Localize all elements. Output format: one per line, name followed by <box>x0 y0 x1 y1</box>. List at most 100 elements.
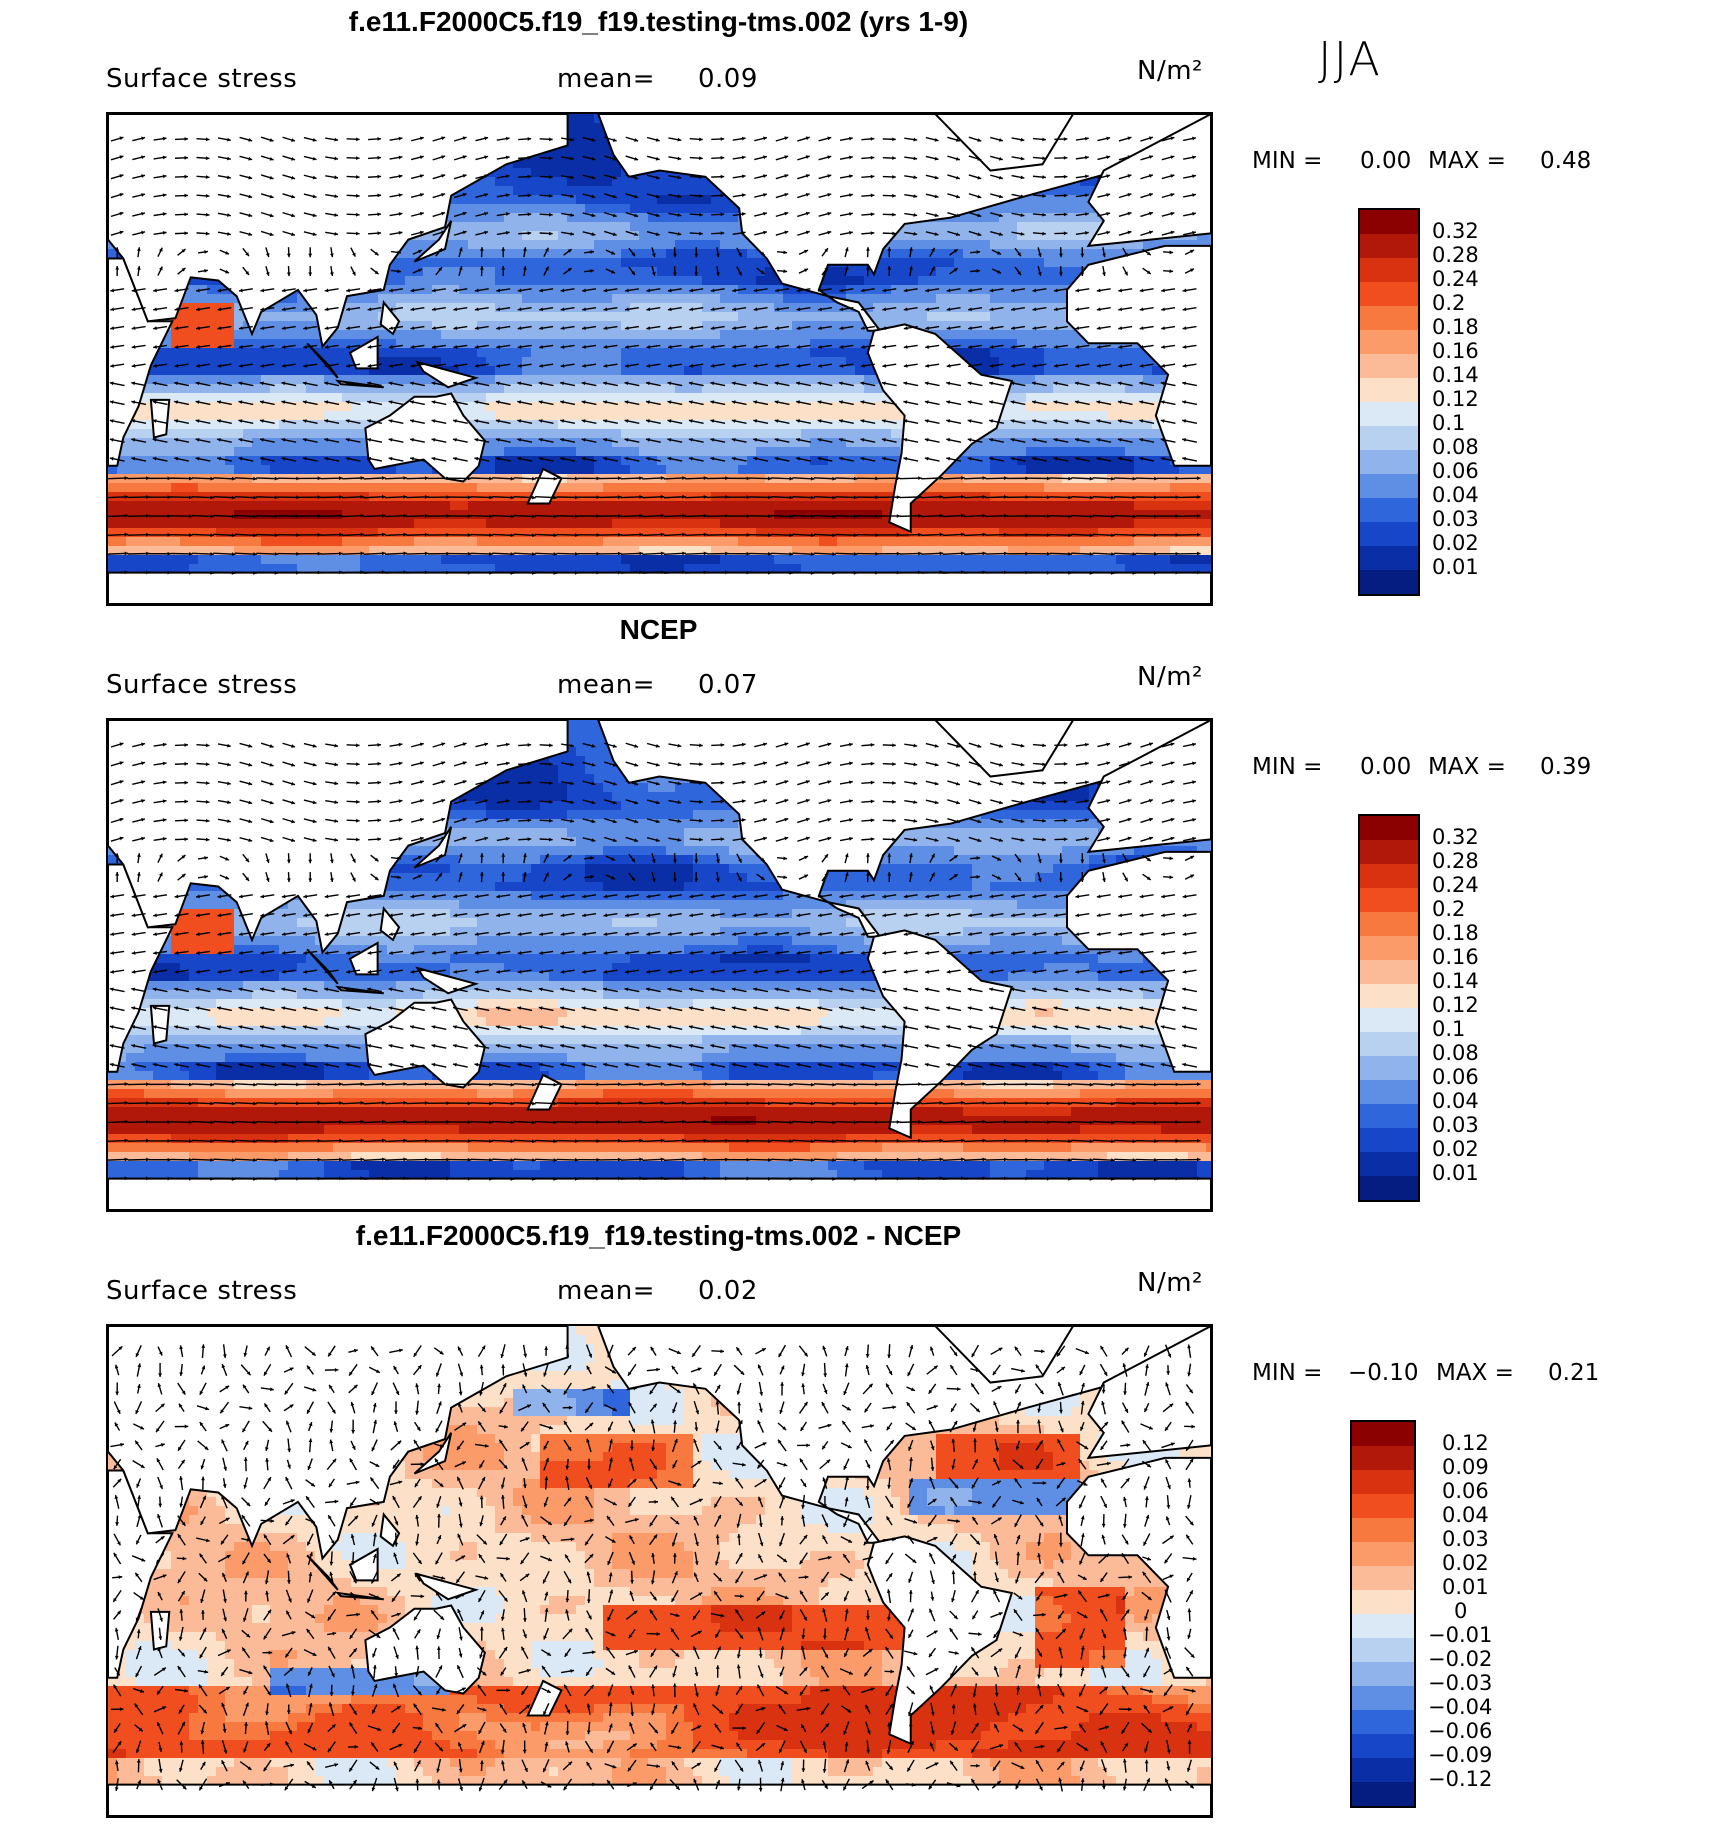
field-cell <box>423 240 433 250</box>
field-cell <box>342 420 352 430</box>
field-cell <box>117 465 127 475</box>
field-cell <box>1035 366 1045 376</box>
field-cell <box>630 186 640 196</box>
field-cell <box>549 330 559 340</box>
field-cell <box>513 348 523 358</box>
field-cell <box>549 294 559 304</box>
field-cell <box>774 411 784 421</box>
field-cell <box>648 231 658 241</box>
field-cell <box>342 348 352 358</box>
field-cell <box>450 258 460 268</box>
field-cell <box>972 276 982 286</box>
field-cell <box>612 231 622 241</box>
field-cell <box>963 240 973 250</box>
field-cell <box>1026 204 1036 214</box>
field-cell <box>963 249 973 259</box>
field-cell <box>657 168 667 178</box>
field-cell <box>594 312 604 322</box>
field-cell <box>1134 411 1144 421</box>
field-cell <box>693 402 703 412</box>
field-cell <box>603 348 613 358</box>
field-cell <box>459 312 469 322</box>
field-cell <box>522 222 532 232</box>
field-cell <box>171 438 181 448</box>
field-cell <box>954 267 964 277</box>
field-cell <box>1161 447 1171 457</box>
field-cell <box>513 267 523 277</box>
field-cell <box>711 357 721 367</box>
field-cell <box>648 393 658 403</box>
field-cell <box>666 276 676 286</box>
field-cell <box>594 159 604 169</box>
field-cell <box>945 321 955 331</box>
field-cell <box>468 231 478 241</box>
field-cell <box>855 366 865 376</box>
field-cell <box>648 357 658 367</box>
field-cell <box>990 267 1000 277</box>
field-cell <box>801 456 811 466</box>
field-cell <box>171 366 181 376</box>
field-cell <box>711 303 721 313</box>
field-cell <box>396 321 406 331</box>
field-cell <box>522 240 532 250</box>
field-cell <box>1179 465 1189 475</box>
field-cell <box>513 303 523 313</box>
field-cell <box>594 258 604 268</box>
field-cell <box>261 402 271 412</box>
field-cell <box>873 321 883 331</box>
field-cell <box>333 429 343 439</box>
field-cell <box>990 339 1000 349</box>
field-cell <box>432 249 442 259</box>
field-cell <box>396 393 406 403</box>
field-cell <box>873 276 883 286</box>
field-cell <box>540 447 550 457</box>
field-cell <box>1035 357 1045 367</box>
field-cell <box>153 456 163 466</box>
field-cell <box>711 258 721 268</box>
field-cell <box>585 339 595 349</box>
field-cell <box>585 195 595 205</box>
field-cell <box>1044 231 1054 241</box>
field-cell <box>909 249 919 259</box>
field-cell <box>666 456 676 466</box>
field-cell <box>351 294 361 304</box>
field-cell <box>1098 375 1108 385</box>
field-cell <box>216 366 226 376</box>
field-cell <box>270 447 280 457</box>
field-cell <box>270 384 280 394</box>
field-cell <box>414 384 424 394</box>
field-cell <box>945 276 955 286</box>
field-cell <box>306 411 316 421</box>
field-cell <box>1080 456 1090 466</box>
field-cell <box>549 267 559 277</box>
field-cell <box>1098 402 1108 412</box>
field-cell <box>999 420 1009 430</box>
field-cell <box>1008 402 1018 412</box>
field-cell <box>369 375 379 385</box>
field-cell <box>1035 330 1045 340</box>
field-cell <box>828 375 838 385</box>
field-cell <box>513 231 523 241</box>
field-cell <box>351 438 361 448</box>
field-cell <box>990 258 1000 268</box>
field-cell <box>468 393 478 403</box>
field-cell <box>396 276 406 286</box>
field-cell <box>414 267 424 277</box>
field-cell <box>891 276 901 286</box>
field-cell <box>630 204 640 214</box>
field-cell <box>693 366 703 376</box>
field-cell <box>666 213 676 223</box>
field-cell <box>477 420 487 430</box>
field-cell <box>243 465 253 475</box>
field-cell <box>342 447 352 457</box>
field-cell <box>621 294 631 304</box>
field-cell <box>522 393 532 403</box>
field-cell <box>585 258 595 268</box>
field-cell <box>603 447 613 457</box>
field-cell <box>216 339 226 349</box>
field-cell <box>477 330 487 340</box>
field-cell <box>828 357 838 367</box>
field-cell <box>288 357 298 367</box>
field-cell <box>288 366 298 376</box>
field-cell <box>360 366 370 376</box>
